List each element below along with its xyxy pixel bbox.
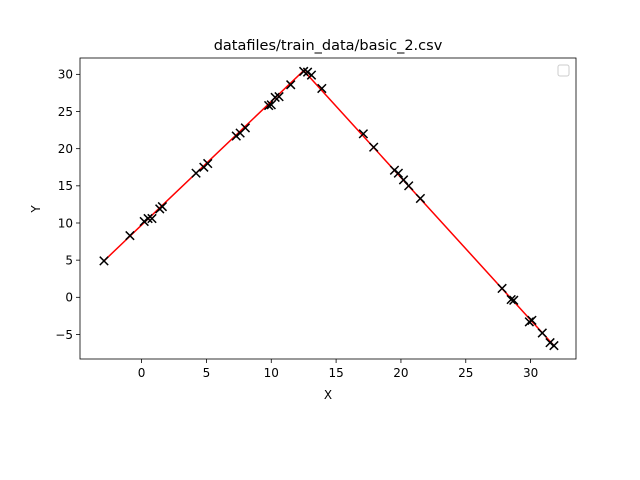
- y-tick-label: 25: [58, 105, 73, 119]
- data-point: [317, 83, 327, 94]
- x-tick-label: 20: [393, 366, 408, 380]
- y-tick-label: 15: [58, 179, 73, 193]
- data-point: [393, 168, 404, 178]
- data-point: [263, 100, 274, 111]
- data-point: [403, 181, 414, 191]
- legend-box: [557, 64, 570, 77]
- x-tick-label: 0: [138, 366, 146, 380]
- data-point: [191, 168, 201, 178]
- y-tick-label: 30: [58, 68, 73, 82]
- data-point: [549, 340, 559, 351]
- x-tick-label: 25: [458, 366, 473, 380]
- y-tick-label: 20: [58, 142, 73, 156]
- data-point: [368, 142, 379, 152]
- data-point: [157, 201, 168, 212]
- data-point: [99, 256, 109, 266]
- data-point: [274, 91, 284, 102]
- y-tick-label: 10: [58, 216, 73, 230]
- x-tick-label: 5: [203, 366, 211, 380]
- data-point: [306, 70, 317, 80]
- data-point: [285, 80, 296, 90]
- data-point: [125, 230, 135, 241]
- data-point: [497, 283, 507, 294]
- plot-area: 0 5 10 15 20 25 30 −5 0 5 10 15 20 25 30: [55, 57, 577, 380]
- chart-title: datafiles/train_data/basic_2.csv: [214, 38, 443, 54]
- y-axis-label: Y: [29, 205, 43, 214]
- x-tick-label: 15: [328, 366, 343, 380]
- data-point: [527, 315, 537, 326]
- data-point: [266, 100, 276, 110]
- x-axis-label: X: [324, 388, 332, 402]
- data-point: [240, 123, 251, 133]
- y-tick-label: −5: [55, 328, 73, 342]
- data-point: [524, 317, 535, 327]
- data-point: [358, 129, 369, 139]
- data-point: [415, 193, 426, 204]
- y-tick-label: 0: [65, 291, 73, 305]
- x-tick-label: 30: [523, 366, 538, 380]
- y-tick-label: 5: [65, 253, 73, 267]
- data-point: [143, 213, 153, 224]
- data-point: [506, 294, 516, 305]
- axes-frame: [79, 57, 577, 360]
- x-tick-label: 10: [264, 366, 279, 380]
- data-point: [537, 328, 548, 338]
- data-point: [147, 213, 157, 224]
- data-point: [509, 295, 519, 306]
- data-point: [202, 158, 213, 169]
